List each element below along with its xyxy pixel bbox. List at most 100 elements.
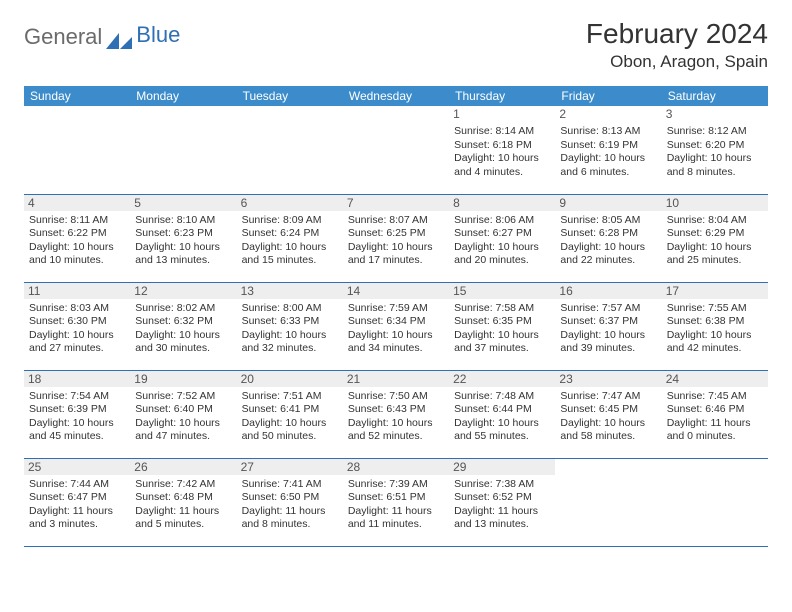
logo: General Blue	[24, 18, 180, 50]
sunset-line: Sunset: 6:44 PM	[454, 403, 550, 417]
daylight-line: Daylight: 11 hours and 0 minutes.	[667, 417, 763, 444]
col-monday: Monday	[130, 86, 236, 106]
day-cell: 27 Sunrise: 7:41 AMSunset: 6:50 PMDayligh…	[237, 458, 343, 546]
day-details: Sunrise: 7:58 AMSunset: 6:35 PMDaylight:…	[454, 302, 550, 357]
day-details: Sunrise: 7:59 AMSunset: 6:34 PMDaylight:…	[348, 302, 444, 357]
sunset-line: Sunset: 6:41 PM	[242, 403, 338, 417]
sunset-line: Sunset: 6:39 PM	[29, 403, 125, 417]
day-details: Sunrise: 8:13 AMSunset: 6:19 PMDaylight:…	[560, 125, 656, 180]
daylight-line: Daylight: 10 hours and 42 minutes.	[667, 329, 763, 356]
day-cell: 17Sunrise: 7:55 AMSunset: 6:38 PMDayligh…	[662, 282, 768, 370]
day-details: Sunrise: 7:41 AMSunset: 6:50 PMDaylight:…	[242, 478, 338, 533]
sunrise-line: Sunrise: 8:14 AM	[454, 125, 550, 139]
day-cell: 19Sunrise: 7:52 AMSunset: 6:40 PMDayligh…	[130, 370, 236, 458]
day-cell	[237, 106, 343, 194]
sunrise-line: Sunrise: 8:02 AM	[135, 302, 231, 316]
day-cell: 8Sunrise: 8:06 AMSunset: 6:27 PMDaylight…	[449, 194, 555, 282]
day-number: 28	[343, 459, 449, 475]
day-cell: 5Sunrise: 8:10 AMSunset: 6:23 PMDaylight…	[130, 194, 236, 282]
day-cell: 24Sunrise: 7:45 AMSunset: 6:46 PMDayligh…	[662, 370, 768, 458]
daylight-line: Daylight: 10 hours and 10 minutes.	[29, 241, 125, 268]
col-saturday: Saturday	[662, 86, 768, 106]
sunset-line: Sunset: 6:24 PM	[242, 227, 338, 241]
day-number: 10	[662, 195, 768, 211]
sunset-line: Sunset: 6:50 PM	[242, 491, 338, 505]
day-number: 17	[662, 283, 768, 299]
day-details: Sunrise: 7:44 AMSunset: 6:47 PMDaylight:…	[29, 478, 125, 533]
day-number: 16	[555, 283, 661, 299]
daylight-line: Daylight: 10 hours and 25 minutes.	[667, 241, 763, 268]
day-details: Sunrise: 7:57 AMSunset: 6:37 PMDaylight:…	[560, 302, 656, 357]
sunset-line: Sunset: 6:32 PM	[135, 315, 231, 329]
day-number: 27	[237, 459, 343, 475]
sunset-line: Sunset: 6:23 PM	[135, 227, 231, 241]
sunrise-line: Sunrise: 7:59 AM	[348, 302, 444, 316]
sunrise-line: Sunrise: 8:12 AM	[667, 125, 763, 139]
sunrise-line: Sunrise: 7:39 AM	[348, 478, 444, 492]
sunset-line: Sunset: 6:30 PM	[29, 315, 125, 329]
sunset-line: Sunset: 6:48 PM	[135, 491, 231, 505]
day-cell: 14Sunrise: 7:59 AMSunset: 6:34 PMDayligh…	[343, 282, 449, 370]
day-cell	[662, 458, 768, 546]
day-cell	[555, 458, 661, 546]
day-cell: 25 Sunrise: 7:44 AMSunset: 6:47 PMDayligh…	[24, 458, 130, 546]
sunset-line: Sunset: 6:38 PM	[667, 315, 763, 329]
day-number: 18	[24, 371, 130, 387]
day-cell: 1Sunrise: 8:14 AMSunset: 6:18 PMDaylight…	[449, 106, 555, 194]
week-row: 1Sunrise: 8:14 AMSunset: 6:18 PMDaylight…	[24, 106, 768, 194]
daylight-line: Daylight: 10 hours and 47 minutes.	[135, 417, 231, 444]
col-sunday: Sunday	[24, 86, 130, 106]
day-details: Sunrise: 8:00 AMSunset: 6:33 PMDaylight:…	[242, 302, 338, 357]
day-details: Sunrise: 7:54 AMSunset: 6:39 PMDaylight:…	[29, 390, 125, 445]
sunrise-line: Sunrise: 8:07 AM	[348, 214, 444, 228]
col-tuesday: Tuesday	[237, 86, 343, 106]
day-cell: 21Sunrise: 7:50 AMSunset: 6:43 PMDayligh…	[343, 370, 449, 458]
day-cell: 10 Sunrise: 8:04 AMSunset: 6:29 PMDayligh…	[662, 194, 768, 282]
day-cell	[130, 106, 236, 194]
day-number: 9	[555, 195, 661, 211]
sunrise-line: Sunrise: 8:11 AM	[29, 214, 125, 228]
sunset-line: Sunset: 6:46 PM	[667, 403, 763, 417]
sunset-line: Sunset: 6:51 PM	[348, 491, 444, 505]
daylight-line: Daylight: 11 hours and 13 minutes.	[454, 505, 550, 532]
sunrise-line: Sunrise: 7:48 AM	[454, 390, 550, 404]
day-number: 22	[449, 371, 555, 387]
daylight-line: Daylight: 10 hours and 34 minutes.	[348, 329, 444, 356]
daylight-line: Daylight: 10 hours and 45 minutes.	[29, 417, 125, 444]
calendar-table: Sunday Monday Tuesday Wednesday Thursday…	[24, 86, 768, 546]
sunrise-line: Sunrise: 7:45 AM	[667, 390, 763, 404]
sunrise-line: Sunrise: 8:10 AM	[135, 214, 231, 228]
sunset-line: Sunset: 6:45 PM	[560, 403, 656, 417]
day-details: Sunrise: 8:03 AMSunset: 6:30 PMDaylight:…	[29, 302, 125, 357]
daylight-line: Daylight: 10 hours and 4 minutes.	[454, 152, 550, 179]
day-cell: 4Sunrise: 8:11 AMSunset: 6:22 PMDaylight…	[24, 194, 130, 282]
day-cell	[24, 106, 130, 194]
day-cell: 22 Sunrise: 7:48 AMSunset: 6:44 PMDayligh…	[449, 370, 555, 458]
daylight-line: Daylight: 10 hours and 32 minutes.	[242, 329, 338, 356]
sunrise-line: Sunrise: 7:50 AM	[348, 390, 444, 404]
day-details: Sunrise: 8:04 AMSunset: 6:29 PMDaylight:…	[667, 214, 763, 269]
calendar-body: 1Sunrise: 8:14 AMSunset: 6:18 PMDaylight…	[24, 106, 768, 546]
day-cell	[343, 106, 449, 194]
daylight-line: Daylight: 10 hours and 6 minutes.	[560, 152, 656, 179]
day-cell: 20Sunrise: 7:51 AMSunset: 6:41 PMDayligh…	[237, 370, 343, 458]
sunset-line: Sunset: 6:34 PM	[348, 315, 444, 329]
day-cell: 2Sunrise: 8:13 AMSunset: 6:19 PMDaylight…	[555, 106, 661, 194]
daylight-line: Daylight: 11 hours and 11 minutes.	[348, 505, 444, 532]
day-details: Sunrise: 8:12 AMSunset: 6:20 PMDaylight:…	[667, 125, 763, 180]
sunset-line: Sunset: 6:52 PM	[454, 491, 550, 505]
sunset-line: Sunset: 6:27 PM	[454, 227, 550, 241]
sunrise-line: Sunrise: 8:05 AM	[560, 214, 656, 228]
sunrise-line: Sunrise: 8:04 AM	[667, 214, 763, 228]
sunrise-line: Sunrise: 7:54 AM	[29, 390, 125, 404]
day-details: Sunrise: 7:42 AMSunset: 6:48 PMDaylight:…	[135, 478, 231, 533]
sunrise-line: Sunrise: 7:42 AM	[135, 478, 231, 492]
day-details: Sunrise: 7:48 AMSunset: 6:44 PMDaylight:…	[454, 390, 550, 445]
day-number: 25	[24, 459, 130, 475]
sunset-line: Sunset: 6:40 PM	[135, 403, 231, 417]
day-details: Sunrise: 8:10 AMSunset: 6:23 PMDaylight:…	[135, 214, 231, 269]
week-row: 25 Sunrise: 7:44 AMSunset: 6:47 PMDayligh…	[24, 458, 768, 546]
daylight-line: Daylight: 10 hours and 22 minutes.	[560, 241, 656, 268]
sunrise-line: Sunrise: 8:13 AM	[560, 125, 656, 139]
day-cell: 16 Sunrise: 7:57 AMSunset: 6:37 PMDayligh…	[555, 282, 661, 370]
